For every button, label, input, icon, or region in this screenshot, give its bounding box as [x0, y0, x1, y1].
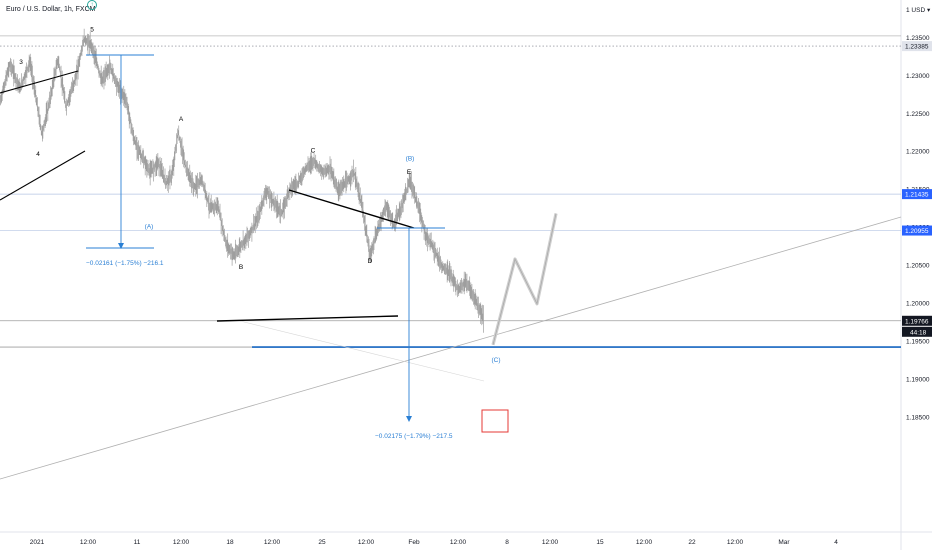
x-tick-label: 12:00: [542, 539, 559, 546]
wedge-lower-line: [0, 150, 86, 201]
y-tick-label: 1.19000: [906, 376, 930, 383]
countdown-label: 44:18: [910, 329, 927, 336]
current-price-badge: 1.19766: [905, 318, 929, 325]
chart-title: Euro / U.S. Dollar, 1h, FXCM: [6, 6, 96, 13]
x-tick-label: 12:00: [80, 539, 97, 546]
target-box: [481, 409, 509, 433]
faint-trend-line: [239, 320, 485, 382]
wave-label: D: [368, 258, 373, 265]
wave-label: C: [311, 148, 316, 155]
triangle-lower-line: [216, 315, 399, 322]
price-badge-bg: [902, 189, 932, 200]
measure1-arrow: [118, 243, 124, 249]
y-tick-label: 1.22000: [906, 149, 930, 156]
x-tick-label: Feb: [408, 539, 420, 546]
wave-label: E: [407, 169, 412, 176]
wave-label: (B): [406, 155, 415, 162]
y-tick-label: 1.20500: [906, 263, 930, 270]
wave-label: (C): [491, 357, 500, 364]
price-badge-bg: [902, 225, 932, 236]
x-tick-label: 25: [318, 539, 326, 546]
y-tick-label: 1.19500: [906, 338, 930, 345]
wave-label: (A): [145, 224, 154, 231]
y-tick-label: 1.22500: [906, 111, 930, 118]
y-tick-label: 1.20000: [906, 301, 930, 308]
projection-path-core: [492, 213, 557, 345]
x-tick-label: 18: [226, 539, 234, 546]
current-price-badge-bg: [902, 315, 932, 326]
wave-label: A: [179, 116, 184, 123]
triangle-upper-line: [288, 189, 415, 229]
measure2-label: −0.02175 (−1.79%) −217.5: [375, 433, 453, 440]
y-tick-label: 1.23500: [906, 35, 930, 42]
countdown-bg: [902, 326, 932, 337]
x-tick-label: 12:00: [450, 539, 467, 546]
trend-line: [0, 216, 902, 480]
x-tick-label: 12:00: [173, 539, 190, 546]
x-tick-label: 2021: [30, 539, 45, 546]
wedge-upper-line: [0, 70, 79, 94]
price-badge: 1.20955: [905, 228, 929, 235]
wave-label: B: [239, 264, 243, 271]
currency-label: 1 USD ▾: [906, 7, 931, 14]
x-tick-label: Mar: [778, 539, 790, 546]
price-badge-bg: [902, 41, 932, 52]
y-tick-label: 1.18500: [906, 414, 930, 421]
x-tick-label: 12:00: [264, 539, 281, 546]
y-tick-label: 1.23000: [906, 73, 930, 80]
price-series: [0, 28, 484, 333]
x-tick-label: 11: [134, 539, 141, 546]
x-tick-label: 15: [596, 539, 604, 546]
measure1-label: −0.02161 (−1.75%) −216.1: [86, 260, 164, 267]
wave-label: 4: [36, 151, 40, 158]
price-badge: 1.21435: [905, 192, 929, 199]
x-tick-label: 12:00: [727, 539, 744, 546]
measure2-arrow: [406, 416, 412, 422]
wave-label: 5: [90, 26, 94, 33]
x-tick-label: 8: [505, 539, 509, 546]
up-arrow-circle-icon[interactable]: ↑: [87, 0, 97, 10]
wave-label: 3: [19, 59, 23, 66]
x-tick-label: 4: [834, 539, 838, 546]
x-tick-label: 22: [688, 539, 696, 546]
price-badge: 1.23385: [905, 44, 929, 51]
x-tick-label: 12:00: [358, 539, 375, 546]
x-tick-label: 12:00: [636, 539, 653, 546]
